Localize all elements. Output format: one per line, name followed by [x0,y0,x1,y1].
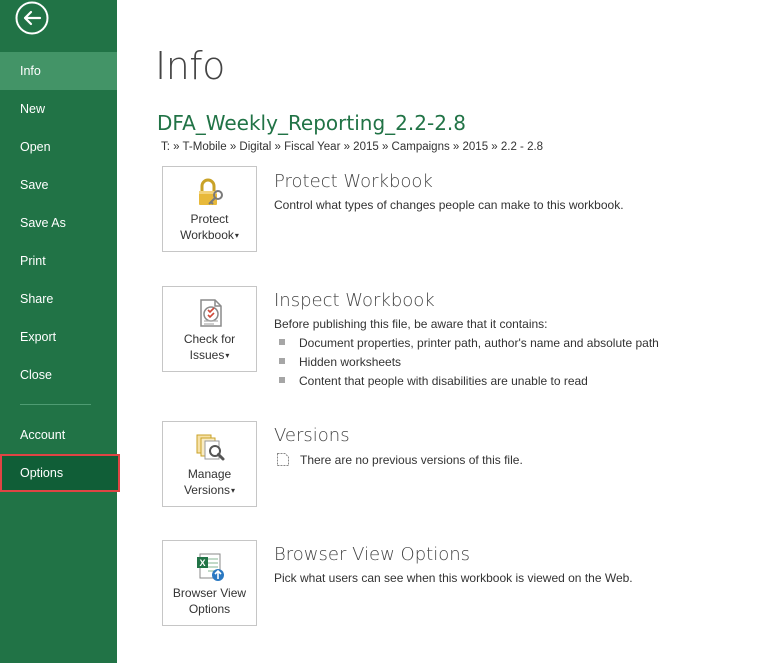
bullet-icon [279,358,285,364]
nav-options[interactable]: Options [0,454,120,492]
page-title: Info [155,44,225,88]
svg-text:X: X [199,558,205,568]
nav-close-label: Close [20,368,52,382]
bullet-icon [279,339,285,345]
nav-save-as[interactable]: Save As [0,204,117,242]
nav-close[interactable]: Close [0,356,117,394]
browser-view-options-title: Browser View Options [274,544,470,565]
nav-save-label: Save [20,178,49,192]
excel-web-icon: X [197,553,224,581]
protect-workbook-button[interactable]: Protect Workbook▾ [162,166,257,252]
file-name: DFA_Weekly_Reporting_2.2-2.8 [157,111,466,135]
inspect-bullet-2: Hidden worksheets [299,355,402,369]
versions-tile-line2: Versions [183,483,230,497]
protect-tile-line1: Protect [190,212,229,226]
nav-info[interactable]: Info [0,52,117,90]
nav-save[interactable]: Save [0,166,117,204]
nav-open-label: Open [20,140,51,154]
checklist-icon [200,299,222,327]
nav-new-label: New [20,102,46,116]
versions-tile-line1: Manage [187,467,232,481]
nav-open[interactable]: Open [0,128,117,166]
dropdown-caret-icon: ▾ [225,351,230,360]
nav-share-label: Share [20,292,54,306]
dropdown-caret-icon: ▾ [234,231,239,240]
versions-desc: There are no previous versions of this f… [300,453,523,467]
file-path-breadcrumb[interactable]: T: » T-Mobile » Digital » Fiscal Year » … [161,141,544,153]
backstage-sidebar: Info New Open Save Save As Print Share E… [0,0,120,663]
browser-tile-line1: Browser View [172,586,247,600]
protect-workbook-tile-label: Protect Workbook▾ [163,211,256,244]
browser-view-options-desc: Pick what users can see when this workbo… [274,571,633,585]
protect-workbook-desc: Control what types of changes people can… [274,198,624,212]
manage-versions-tile-label: Manage Versions▾ [163,466,256,499]
nav-info-label: Info [20,64,41,78]
nav-account-label: Account [20,428,66,442]
back-button[interactable] [15,1,49,35]
document-icon [277,453,289,466]
check-for-issues-tile-label: Check for Issues▾ [163,331,256,364]
protect-workbook-title: Protect Workbook [274,171,433,192]
nav-account[interactable]: Account [0,416,117,454]
browser-view-options-tile-label: Browser View Options [163,585,256,617]
check-for-issues-button[interactable]: Check for Issues▾ [162,286,257,372]
dropdown-caret-icon: ▾ [231,486,236,495]
bullet-icon [279,377,285,383]
back-arrow-icon [15,1,49,35]
protect-tile-line2: Workbook [180,228,234,242]
nav-share[interactable]: Share [0,280,117,318]
nav-save-as-label: Save As [20,216,66,230]
inspect-workbook-title: Inspect Workbook [274,290,435,311]
browser-tile-line2: Options [188,602,231,616]
inspect-bullet-3: Content that people with disabilities ar… [299,374,588,388]
browser-view-options-button[interactable]: X Browser View Options [162,540,257,626]
magnifier-documents-icon [196,434,225,461]
inspect-tile-line2: Issues [189,348,225,362]
inspect-workbook-desc: Before publishing this file, be aware th… [274,317,548,331]
inspect-tile-line1: Check for [183,332,236,346]
nav-export[interactable]: Export [0,318,117,356]
nav-options-label: Options [20,466,64,480]
lock-key-icon [199,178,223,205]
nav-new[interactable]: New [0,90,117,128]
manage-versions-button[interactable]: Manage Versions▾ [162,421,257,507]
nav-export-label: Export [20,330,57,344]
versions-title: Versions [274,425,350,446]
nav-print[interactable]: Print [0,242,117,280]
inspect-bullet-1: Document properties, printer path, autho… [299,336,659,350]
nav-divider [20,404,91,405]
nav-print-label: Print [20,254,46,268]
